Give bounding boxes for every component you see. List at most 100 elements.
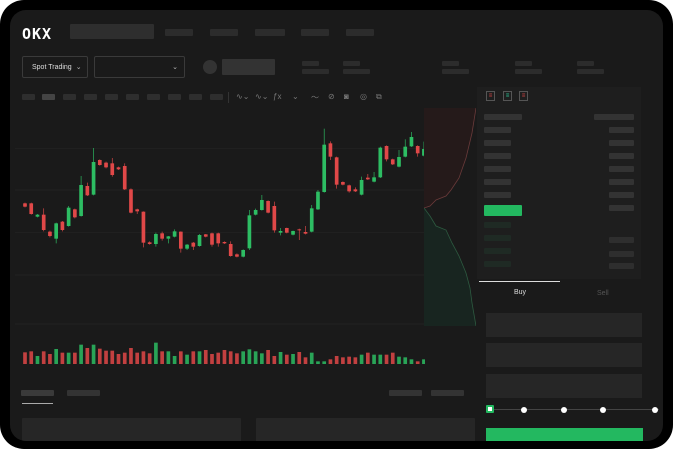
candle-body — [66, 207, 71, 226]
timeframe-button[interactable] — [84, 94, 97, 100]
volume-bar — [272, 356, 277, 364]
candle-body — [397, 157, 401, 167]
fx-icon[interactable]: ƒx — [273, 92, 282, 101]
volume-bar — [291, 354, 295, 364]
orderbook-asks-icon[interactable]: ≡ — [519, 91, 528, 101]
volume-bar — [422, 359, 425, 364]
line-type-icon[interactable]: ∿⌄ — [255, 92, 269, 101]
depth-chart — [424, 108, 476, 326]
nav-item[interactable] — [346, 29, 374, 36]
bid-amount — [609, 263, 634, 269]
volume-bar — [278, 352, 283, 364]
candle — [154, 232, 158, 247]
price-display — [222, 59, 275, 75]
volume-bar — [54, 349, 58, 364]
candle — [309, 205, 314, 233]
candle-body — [23, 203, 27, 207]
chevron-down-icon[interactable]: ⌄ — [292, 92, 299, 101]
candle-body — [216, 233, 221, 244]
volume-bar — [35, 356, 40, 364]
candle — [191, 242, 196, 250]
filter-button[interactable] — [431, 390, 464, 396]
candle-body — [97, 160, 102, 165]
candle-body — [191, 242, 196, 247]
volume-bar — [210, 354, 214, 364]
volume-bar — [347, 356, 351, 364]
coin-icon — [203, 60, 217, 74]
chevron-down-icon: ⌄ — [172, 64, 178, 71]
buy-tab[interactable]: Buy — [514, 289, 527, 296]
timeframe-button[interactable] — [189, 94, 202, 100]
candle — [347, 184, 351, 193]
volume-bar — [23, 352, 27, 364]
sell-tab[interactable]: Sell — [597, 290, 609, 297]
volume-bar — [110, 350, 115, 364]
buy-button[interactable] — [486, 428, 643, 441]
settings-icon[interactable]: ◎ — [360, 92, 367, 101]
ask-price — [484, 153, 511, 159]
timeframe-button[interactable] — [147, 94, 160, 100]
candle — [266, 200, 270, 214]
slider-stop-75[interactable] — [600, 407, 606, 413]
total-input[interactable] — [486, 374, 642, 398]
stat-value — [302, 69, 329, 74]
candle-body — [316, 191, 320, 210]
candle — [97, 159, 102, 166]
spot-trading-select[interactable]: Spot Trading ⌄ — [22, 56, 88, 78]
timeframe-button[interactable] — [22, 94, 35, 100]
volume-bar — [241, 351, 245, 364]
slider-handle[interactable] — [486, 405, 494, 413]
volume-bar — [73, 352, 77, 364]
candle — [334, 156, 339, 189]
nav-item[interactable] — [165, 29, 193, 36]
candlestick-chart[interactable] — [15, 120, 425, 370]
candle-body — [122, 166, 127, 190]
fullscreen-icon[interactable]: ⧉ — [376, 92, 382, 101]
slider-stop-50[interactable] — [561, 407, 567, 413]
nav-item[interactable] — [210, 29, 238, 36]
search-bar[interactable] — [70, 24, 154, 39]
brush-icon[interactable]: ⊘ — [328, 92, 335, 101]
timeframe-button[interactable] — [210, 94, 223, 100]
volume-bar — [79, 344, 83, 364]
filter-button[interactable] — [389, 390, 422, 396]
stat-value — [515, 69, 542, 74]
nav-item[interactable] — [255, 29, 285, 36]
nav-item[interactable] — [301, 29, 329, 36]
leverage-slider-track[interactable] — [489, 409, 659, 410]
timeframe-button[interactable] — [105, 94, 118, 100]
candle — [29, 202, 34, 215]
volume-bar — [185, 354, 189, 364]
orders-tab[interactable] — [21, 390, 54, 396]
line-tool-icon[interactable]: 〜 — [311, 93, 319, 102]
volume-bar — [266, 350, 270, 364]
price-input[interactable] — [486, 313, 642, 337]
stat-label — [442, 61, 459, 66]
timeframe-button[interactable] — [168, 94, 181, 100]
slider-stop-100[interactable] — [652, 407, 658, 413]
volume-bar — [235, 353, 239, 364]
candle — [66, 206, 71, 227]
orderbook-bids-icon[interactable]: ≡ — [503, 91, 512, 101]
indicator-icon[interactable]: ∿⌄ — [236, 92, 250, 101]
candle-body — [415, 146, 420, 154]
timeframe-button[interactable] — [63, 94, 76, 100]
history-tab[interactable] — [67, 390, 100, 396]
candle-body — [203, 234, 208, 237]
ask-amount — [609, 140, 634, 146]
volume-bar — [372, 354, 376, 364]
volume-bar — [41, 351, 46, 364]
amount-input[interactable] — [486, 343, 642, 367]
timeframe-button[interactable] — [126, 94, 139, 100]
volume-bar — [29, 351, 34, 364]
volume-bar — [334, 356, 339, 364]
orders-tab-underline — [22, 403, 53, 404]
camera-icon[interactable]: ◙ — [344, 92, 349, 101]
pair-select[interactable]: ⌄ — [94, 56, 185, 78]
candle-body — [185, 244, 189, 249]
candle — [60, 221, 65, 232]
slider-stop-25[interactable] — [521, 407, 527, 413]
timeframe-button[interactable] — [42, 94, 55, 100]
orderbook-both-icon[interactable]: ≡ — [486, 91, 495, 101]
okx-logo: OKX — [22, 25, 53, 43]
